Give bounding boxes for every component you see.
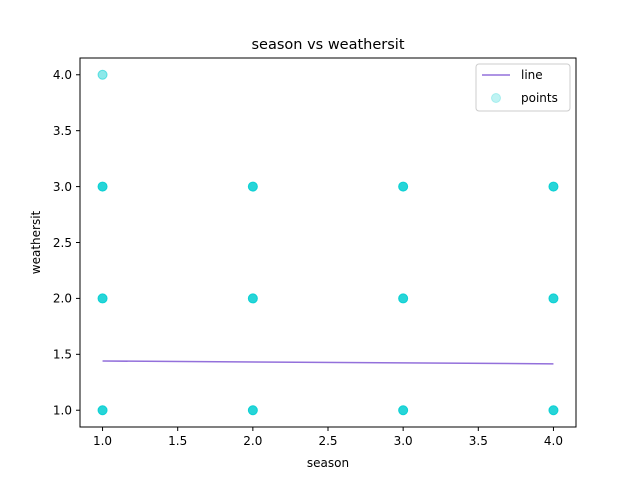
scatter-point [97,293,108,304]
x-tick-label: 4.0 [544,434,563,448]
legend-points-swatch [491,93,501,103]
x-tick-label: 1.0 [93,434,112,448]
scatter-point [97,69,108,80]
scatter-point [548,405,559,416]
y-axis-label: weathersit [29,210,43,274]
scatter-point [247,405,258,416]
legend-points-label: points [521,91,558,105]
y-tick-label: 3.5 [53,124,72,138]
y-tick-label: 2.5 [53,236,72,250]
chart-title: season vs weathersit [251,37,404,53]
scatter-point [247,293,258,304]
y-tick-label: 1.5 [53,348,72,362]
scatter-point [97,405,108,416]
y-axis: 1.0 1.5 2.0 2.5 3.0 3.5 4.0 [53,68,80,418]
scatter-point [247,181,258,192]
y-tick-label: 4.0 [53,68,72,82]
scatter-point [548,293,559,304]
plot-content [97,69,559,416]
x-tick-label: 2.5 [318,434,337,448]
y-tick-label: 1.0 [53,404,72,418]
scatter-point [398,405,409,416]
x-tick-label: 2.0 [243,434,262,448]
scatter-point [398,181,409,192]
x-tick-label: 3.5 [469,434,488,448]
y-tick-label: 3.0 [53,180,72,194]
x-axis: 1.0 1.5 2.0 2.5 3.0 3.5 4.0 [93,427,563,448]
x-tick-label: 3.0 [394,434,413,448]
legend: line points [475,63,571,112]
series-line [102,360,554,365]
scatter-point [548,181,559,192]
scatter-point [97,181,108,192]
y-tick-label: 2.0 [53,292,72,306]
x-tick-label: 1.5 [168,434,187,448]
legend-line-label: line [521,68,543,82]
scatter-point [398,293,409,304]
x-axis-label: season [307,456,349,470]
